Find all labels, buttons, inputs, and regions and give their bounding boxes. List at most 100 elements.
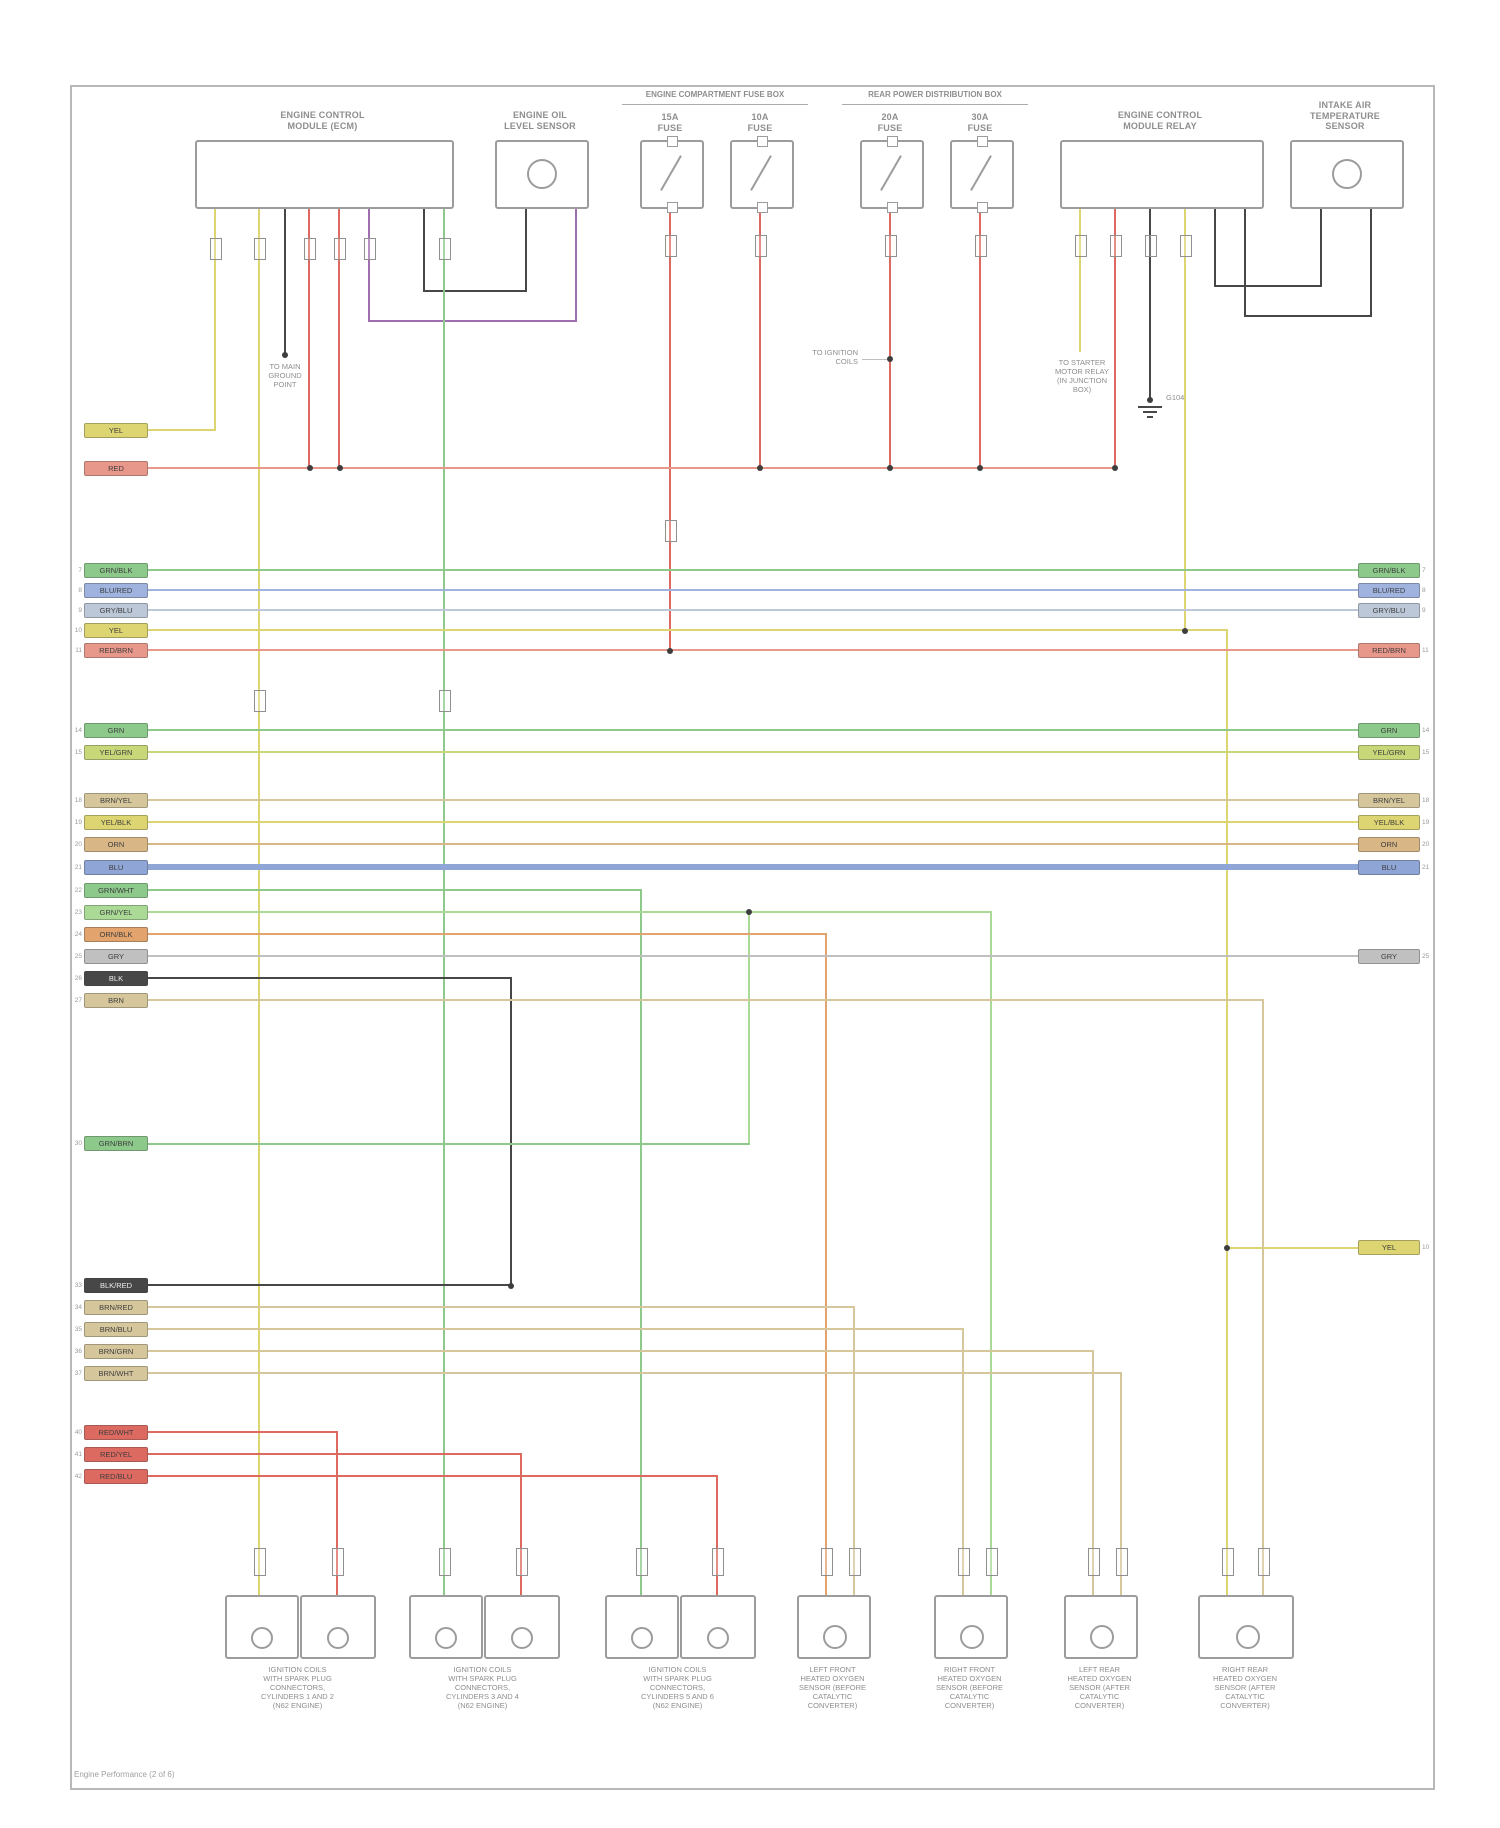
wire-segment bbox=[147, 751, 1359, 753]
wire-segment bbox=[1092, 1350, 1094, 1595]
connector-symbol bbox=[1222, 1548, 1234, 1576]
wire-code: RED/BRN bbox=[1358, 642, 1420, 658]
pin-number: 20 bbox=[74, 840, 82, 848]
component-header-oil-sensor: ENGINE OIL LEVEL SENSOR bbox=[504, 110, 576, 131]
wire-segment bbox=[1262, 999, 1264, 1595]
wire-code: BLK/RED bbox=[84, 1277, 148, 1293]
pin-number: 19 bbox=[74, 818, 82, 826]
wire-end-label: 34 BRN/RED bbox=[72, 1299, 148, 1315]
junction-dot bbox=[1224, 1245, 1230, 1251]
wire-segment bbox=[284, 205, 286, 355]
pin-number: 41 bbox=[74, 1450, 82, 1458]
sensor-circle-symbol bbox=[1090, 1625, 1114, 1649]
wire-segment bbox=[990, 911, 992, 1595]
wire-code: BRN/WHT bbox=[84, 1365, 148, 1381]
wire-end-label: 19 YEL/BLK bbox=[72, 814, 148, 830]
pin-number: 24 bbox=[74, 930, 82, 938]
note-ground-splice: TO MAIN GROUND POINT bbox=[268, 362, 302, 389]
fuse-box-bracket-label: ENGINE COMPARTMENT FUSE BOX bbox=[645, 90, 785, 99]
wire-end-label: GRY/BLU 9 bbox=[1358, 602, 1432, 618]
wire-segment bbox=[443, 205, 445, 1595]
wire-code: RED/BLU bbox=[84, 1468, 148, 1484]
wire-end-label: RED/BRN 11 bbox=[1358, 642, 1432, 658]
connector-symbol bbox=[1110, 235, 1122, 257]
connector-symbol bbox=[755, 235, 767, 257]
component-box-iat-sensor bbox=[1290, 140, 1404, 209]
wire-segment bbox=[258, 205, 260, 1595]
pin-number: 14 bbox=[74, 726, 82, 734]
wire-segment bbox=[716, 1475, 718, 1595]
wire-end-label: 8 BLU/RED bbox=[72, 582, 148, 598]
coil-box bbox=[409, 1595, 483, 1659]
pin-number: 8 bbox=[1422, 586, 1426, 594]
component-caption: LEFT FRONT HEATED OXYGEN SENSOR (BEFORE … bbox=[798, 1665, 867, 1710]
page-footer: Engine Performance (2 of 6) bbox=[74, 1770, 175, 1779]
wire-code: BLU/RED bbox=[1358, 582, 1420, 598]
wire-code: BRN/GRN bbox=[84, 1343, 148, 1359]
wire-end-label: 7 GRN/BLK bbox=[72, 562, 148, 578]
wire-end-label: 21 BLU bbox=[72, 859, 148, 875]
wire-segment bbox=[147, 999, 1264, 1001]
component-box-fuse-b bbox=[730, 136, 794, 213]
component-header-fuse-d: 30A FUSE bbox=[967, 112, 993, 133]
component-header-iat-sensor: INTAKE AIR TEMPERATURE SENSOR bbox=[1309, 100, 1381, 131]
connector-symbol bbox=[1145, 235, 1157, 257]
wire-code: YEL/GRN bbox=[84, 744, 148, 760]
wire-code: YEL/BLK bbox=[1358, 814, 1420, 830]
wire-segment bbox=[1079, 205, 1081, 352]
wire-segment bbox=[147, 821, 1359, 823]
ground-symbol bbox=[1138, 406, 1162, 408]
pin-number: 20 bbox=[1422, 840, 1430, 848]
pin-number: 15 bbox=[1422, 748, 1430, 756]
wire-code: YEL/BLK bbox=[84, 814, 148, 830]
junction-dot bbox=[282, 352, 288, 358]
coil-circle-symbol bbox=[707, 1627, 729, 1649]
connector-symbol bbox=[1116, 1548, 1128, 1576]
wire-segment bbox=[147, 649, 1359, 651]
wire-end-label: BLU 21 bbox=[1358, 859, 1432, 875]
pin-number: 15 bbox=[74, 748, 82, 756]
junction-dot bbox=[337, 465, 343, 471]
wire-segment bbox=[825, 933, 827, 1595]
pin-number: 19 bbox=[1422, 818, 1430, 826]
fuse-terminal bbox=[667, 202, 678, 213]
wire-end-label: 30 GRN/BRN bbox=[72, 1135, 148, 1151]
wire-end-label: GRN 14 bbox=[1358, 722, 1432, 738]
wire-end-label: 20 ORN bbox=[72, 836, 148, 852]
wire-code: BRN/YEL bbox=[1358, 792, 1420, 808]
component-header-ecm: ENGINE CONTROL MODULE (ECM) bbox=[280, 110, 365, 131]
wire-segment bbox=[147, 1284, 512, 1286]
component-box-relay bbox=[1060, 140, 1264, 209]
connector-symbol bbox=[439, 238, 451, 260]
pin-number: 14 bbox=[1422, 726, 1430, 734]
wire-code: GRN/YEL bbox=[84, 904, 148, 920]
wire-code: RED/BRN bbox=[84, 642, 148, 658]
junction-dot bbox=[307, 465, 313, 471]
junction-dot bbox=[887, 465, 893, 471]
wire-segment bbox=[147, 1306, 855, 1308]
fuse-element bbox=[970, 155, 992, 191]
fuse-terminal bbox=[667, 136, 678, 147]
junction-dot bbox=[1147, 397, 1153, 403]
note-ignition-feed: TO IGNITION COILS bbox=[812, 348, 858, 366]
wire-segment bbox=[147, 843, 1359, 845]
component-box-fuse-d bbox=[950, 136, 1014, 213]
pin-number: 42 bbox=[74, 1472, 82, 1480]
wire-end-label: 15 YEL/GRN bbox=[72, 744, 148, 760]
wire-segment bbox=[147, 955, 1359, 957]
wire-end-label: 35 BRN/BLU bbox=[72, 1321, 148, 1337]
pin-number: 10 bbox=[1422, 1243, 1430, 1251]
ground-id-label: G104 bbox=[1166, 393, 1185, 402]
wire-code: GRN bbox=[84, 722, 148, 738]
wire-code: RED bbox=[84, 460, 148, 476]
component-caption: RIGHT REAR HEATED OXYGEN SENSOR (AFTER C… bbox=[1212, 1665, 1278, 1710]
pin-number: 11 bbox=[75, 646, 82, 654]
connector-symbol bbox=[439, 690, 451, 712]
wire-segment bbox=[336, 1431, 338, 1595]
wire-segment bbox=[525, 205, 527, 292]
wire-code: BLU/RED bbox=[84, 582, 148, 598]
wire-end-label: 23 GRN/YEL bbox=[72, 904, 148, 920]
component-caption: IGNITION COILS WITH SPARK PLUG CONNECTOR… bbox=[261, 1665, 334, 1710]
wire-segment bbox=[669, 205, 671, 651]
wire-code: GRY/BLU bbox=[1358, 602, 1420, 618]
